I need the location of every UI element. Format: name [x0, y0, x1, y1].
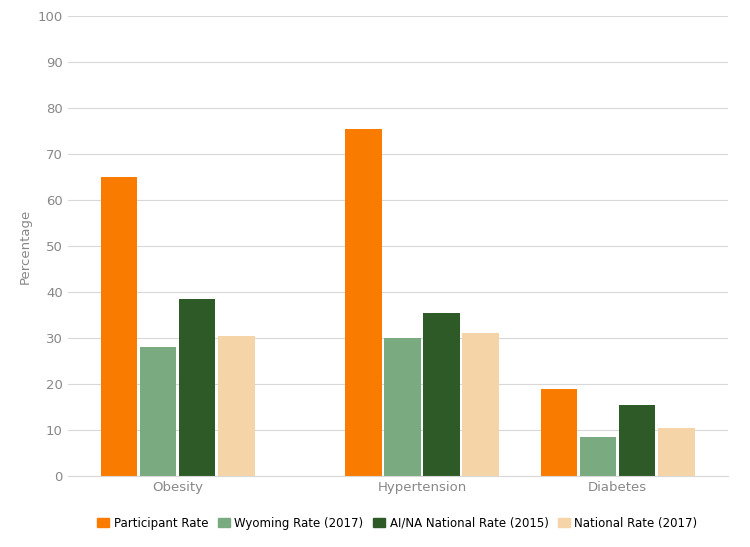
Bar — [423, 313, 460, 476]
Bar — [462, 334, 499, 476]
Bar — [217, 336, 254, 476]
Bar — [658, 428, 694, 476]
Bar — [140, 347, 176, 476]
Bar — [580, 437, 616, 476]
Y-axis label: Percentage: Percentage — [19, 208, 32, 284]
Bar — [619, 405, 656, 476]
Bar — [178, 299, 215, 476]
Legend: Participant Rate, Wyoming Rate (2017), AI/NA National Rate (2015), National Rate: Participant Rate, Wyoming Rate (2017), A… — [93, 512, 702, 534]
Bar — [541, 388, 578, 476]
Bar — [100, 177, 137, 476]
Bar — [345, 129, 382, 476]
Bar — [384, 338, 421, 476]
